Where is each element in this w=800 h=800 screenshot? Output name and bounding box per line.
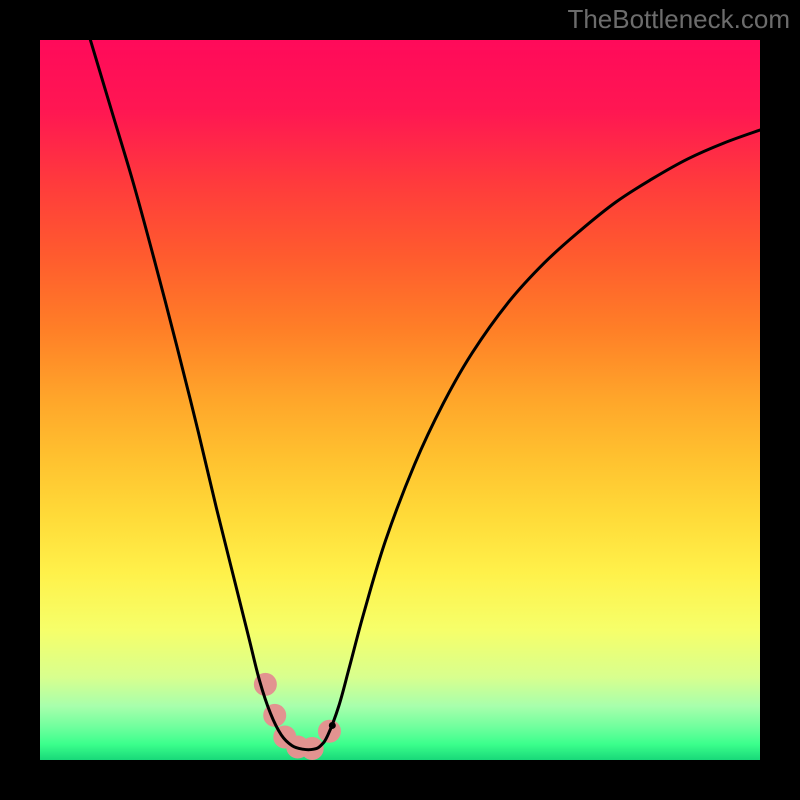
- watermark-text: TheBottleneck.com: [567, 4, 790, 35]
- chart-area: [40, 40, 760, 760]
- figure-root: TheBottleneck.com: [0, 0, 800, 800]
- chart-background: [40, 40, 760, 760]
- focus-dot: [329, 722, 336, 729]
- chart-svg: [40, 40, 760, 760]
